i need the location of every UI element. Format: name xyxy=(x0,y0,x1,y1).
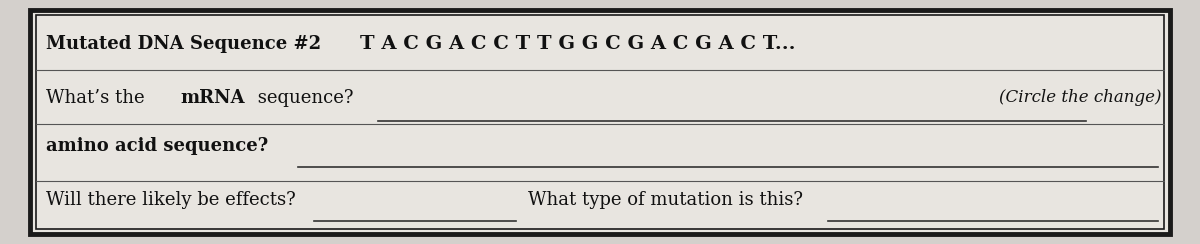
Text: mRNA: mRNA xyxy=(180,89,245,107)
Text: T A C G A C C T T G G C G A C G A C T...: T A C G A C C T T G G C G A C G A C T... xyxy=(360,35,796,53)
Text: (Circle the change): (Circle the change) xyxy=(1000,89,1162,106)
Text: amino acid sequence?: amino acid sequence? xyxy=(46,137,268,155)
Text: Will there likely be effects?: Will there likely be effects? xyxy=(46,191,295,209)
FancyBboxPatch shape xyxy=(36,15,1164,229)
FancyBboxPatch shape xyxy=(30,10,1170,234)
Text: Mutated DNA Sequence #2: Mutated DNA Sequence #2 xyxy=(46,35,320,53)
Text: What type of mutation is this?: What type of mutation is this? xyxy=(528,191,803,209)
Text: sequence?: sequence? xyxy=(252,89,354,107)
Text: What’s the: What’s the xyxy=(46,89,150,107)
